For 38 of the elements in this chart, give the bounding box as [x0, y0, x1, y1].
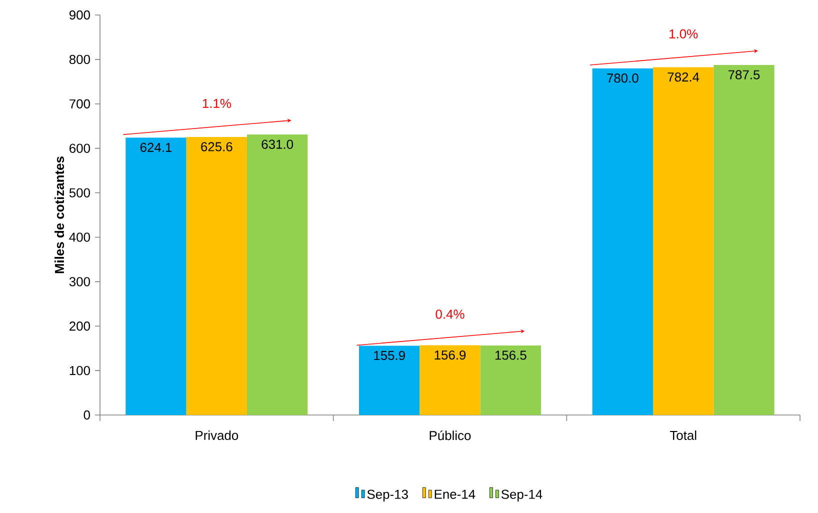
y-tick-label: 0	[84, 410, 90, 420]
data-label: 787.5	[728, 70, 760, 80]
annotation: 0.4%	[436, 310, 464, 319]
annotation: 1.1%	[202, 98, 231, 108]
bar	[359, 346, 420, 415]
y-tick-label: 400	[69, 232, 90, 242]
y-tick-label: 900	[70, 10, 90, 20]
data-label: 156.5	[495, 350, 526, 360]
y-tick-label: 800	[69, 54, 90, 64]
legend-label: Sep-14	[501, 490, 542, 502]
data-label: 631.0	[262, 140, 294, 149]
y-tick-label: 200	[70, 322, 90, 331]
bar	[126, 138, 186, 415]
data-label: 624.1	[140, 142, 172, 152]
y-tick-label: 600	[70, 144, 90, 153]
legend-label: Ene-14	[434, 490, 476, 499]
y-axis-title: Miles de cotizantes	[54, 156, 64, 274]
bar	[714, 65, 774, 415]
y-tick-label: 500	[69, 188, 90, 198]
bar	[420, 345, 480, 415]
data-label: 155.9	[374, 350, 405, 360]
data-label: 782.4	[668, 72, 700, 82]
data-label: 780.0	[607, 74, 638, 83]
x-tick-label: Total	[670, 430, 696, 440]
x-tick-label: Privado	[196, 430, 238, 440]
bar	[480, 345, 542, 415]
bar	[186, 136, 248, 415]
y-tick-label: 100	[70, 366, 90, 376]
annotation: 1.0%	[670, 29, 698, 38]
y-tick-label: 700	[70, 99, 90, 108]
y-tick-label: 300	[69, 277, 90, 286]
bar	[653, 67, 714, 415]
legend-label: Sep-13	[367, 490, 408, 502]
data-label: 156.9	[434, 350, 466, 360]
bar	[592, 68, 654, 415]
data-label: 625.6	[201, 142, 232, 152]
bar	[247, 134, 308, 415]
x-tick-label: Público	[430, 430, 471, 440]
